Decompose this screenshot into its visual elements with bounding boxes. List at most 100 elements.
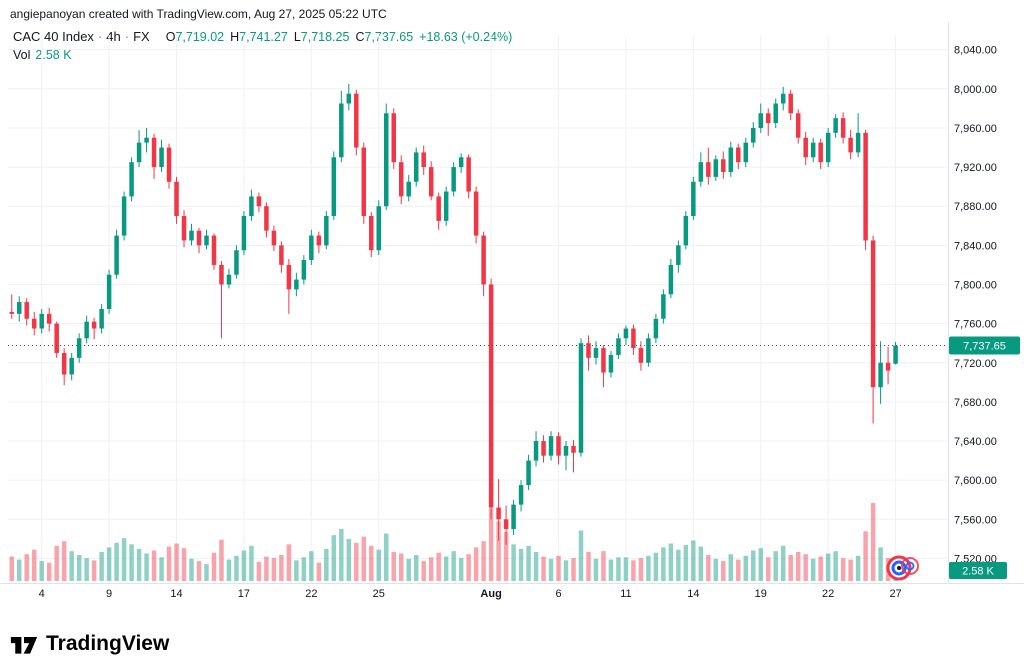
candle-body (151, 137, 157, 168)
svg-text:7,920.00: 7,920.00 (954, 162, 997, 174)
svg-text:27: 27 (889, 588, 901, 600)
volume-bar (39, 561, 44, 581)
candles (9, 83, 898, 545)
volume-bar (106, 547, 112, 581)
exchange-label[interactable]: FX (133, 29, 150, 44)
volume-bar (76, 555, 82, 581)
candle-body (496, 507, 501, 520)
high-label: H (230, 30, 240, 44)
volume-bar (758, 548, 763, 581)
volume-bar (586, 551, 591, 581)
candle-body (728, 147, 734, 172)
candle-body (751, 127, 756, 143)
tradingview-logo-icon (10, 637, 38, 654)
low-label: L (293, 30, 301, 44)
svg-text:11: 11 (620, 588, 631, 600)
svg-text:7,560.00: 7,560.00 (954, 514, 997, 526)
volume-bar (256, 561, 262, 581)
volume-bar (384, 533, 389, 581)
svg-text:7,840.00: 7,840.00 (954, 240, 997, 252)
candle-body (885, 362, 891, 371)
interval-label[interactable]: 4h (106, 29, 121, 44)
candle-body (271, 230, 277, 246)
volume-bar (848, 559, 853, 581)
volume-bar (99, 551, 104, 581)
volume-bar (286, 544, 292, 581)
volume-bar (608, 559, 614, 581)
candle-body (548, 436, 554, 456)
volume-bar (301, 557, 307, 581)
tradingview-logo[interactable]: TradingView (10, 631, 169, 657)
volume-bar (159, 557, 164, 581)
candle-body (256, 196, 262, 207)
volume-bar (765, 557, 771, 581)
symbol-title[interactable]: CAC 40 Index (13, 29, 94, 44)
volume-bar (743, 555, 749, 581)
candle-body (189, 230, 194, 241)
separator-dot: · (124, 29, 130, 44)
candle-body (578, 343, 584, 453)
candle-body (691, 181, 696, 216)
candle-body (736, 147, 741, 163)
volume-bar (271, 558, 277, 581)
price-axis[interactable]: 8,040.00 8,000.00 7,960.00 7,920.00 7,880.00… (954, 45, 997, 566)
volume-bar (458, 558, 464, 581)
candle-body (24, 302, 29, 319)
candle-body (810, 142, 816, 158)
candle-body (586, 343, 591, 358)
volume-bar (661, 547, 666, 581)
candle-body (780, 93, 786, 104)
candle-body (481, 235, 486, 285)
svg-text:7,737.65: 7,737.65 (963, 340, 1006, 352)
volume-bar (428, 557, 434, 581)
volume-bar (443, 556, 449, 581)
volume-bar (436, 552, 441, 581)
volume-bar (46, 562, 52, 581)
volume-bar (795, 551, 801, 581)
candle-body (773, 103, 778, 124)
candle-body (825, 132, 831, 163)
volume-bar (54, 545, 59, 581)
volume-bar (376, 549, 382, 581)
candle-body (211, 235, 217, 265)
volume-bar (136, 548, 142, 581)
volume-bar (226, 559, 232, 581)
volume-bar (9, 556, 14, 581)
volume-bar (129, 544, 134, 581)
target-sticker-icon (884, 553, 920, 583)
candle-body (166, 147, 172, 182)
volume-bar (488, 508, 494, 581)
volume-bar (189, 558, 194, 581)
volume-bar (818, 556, 823, 581)
volume-bar (181, 548, 187, 581)
svg-text:25: 25 (373, 588, 385, 600)
volume-badge: 2.58 K (949, 562, 1007, 579)
candle-body (129, 162, 134, 197)
volume-bar (294, 560, 299, 581)
svg-text:19: 19 (755, 588, 767, 600)
svg-text:22: 22 (305, 588, 317, 600)
volume-bar (646, 555, 651, 581)
volume-bar (638, 558, 644, 581)
volume-bar (511, 544, 516, 581)
candle-body (354, 93, 359, 148)
volume-bar (706, 555, 711, 581)
candle-body (616, 338, 621, 355)
time-axis[interactable]: 4 9 14 17 22 25 Aug 6 11 14 19 22 27 (39, 588, 902, 600)
candle-body (668, 264, 674, 295)
candle-body (136, 142, 142, 163)
candle-body (144, 137, 149, 143)
candle-body (601, 348, 606, 373)
svg-text:6: 6 (555, 588, 561, 600)
candle-body (571, 445, 576, 453)
svg-text:8,040.00: 8,040.00 (954, 45, 997, 57)
candle-body (541, 441, 546, 456)
volume-bar (84, 558, 89, 581)
candle-body (76, 338, 82, 358)
watermark-text: angiepanoyan created with TradingView.co… (10, 7, 387, 21)
volume-bar (563, 560, 569, 581)
candle-body (174, 181, 179, 216)
volume-bar (751, 550, 756, 581)
